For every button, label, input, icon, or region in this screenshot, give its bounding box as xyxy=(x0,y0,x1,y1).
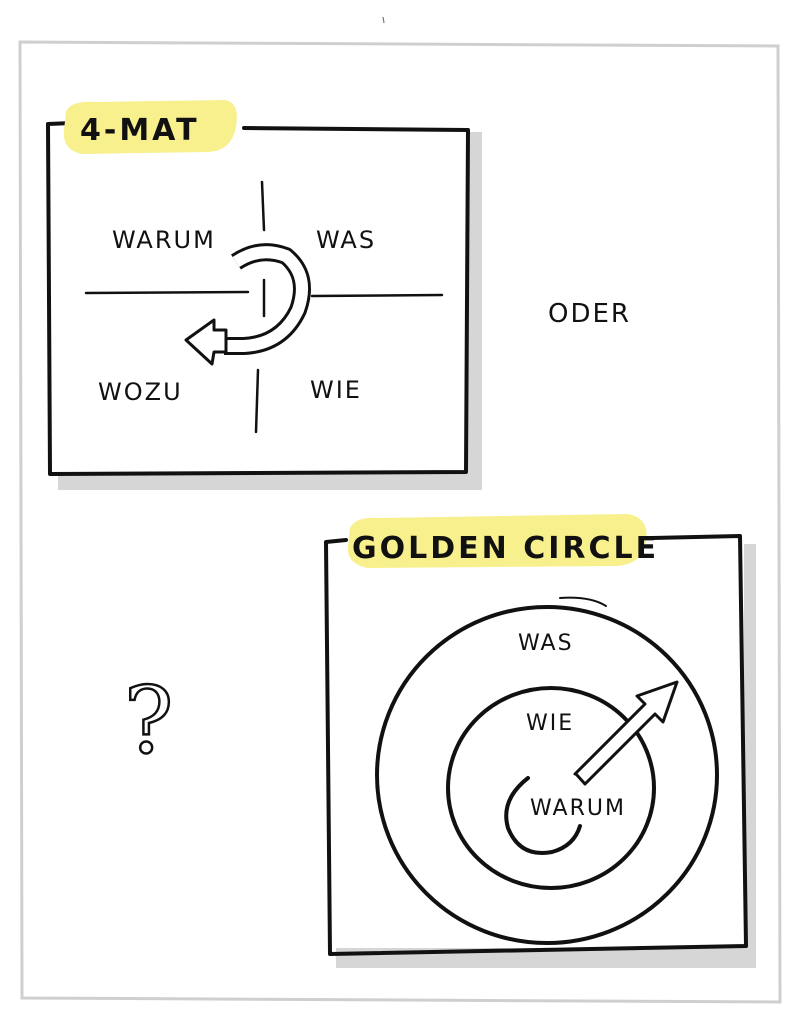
question-mark-glyph: ? xyxy=(124,667,173,774)
quadrant-label-bottom-left: WOZU xyxy=(98,378,183,406)
golden-circle-panel: GOLDEN CIRCLE WAS WIE WARUM xyxy=(324,514,756,968)
fourmat-title: 4-MAT xyxy=(80,113,200,148)
page-frame xyxy=(18,40,782,1004)
question-mark: ? xyxy=(123,666,175,776)
fourmat-title-highlight xyxy=(63,100,237,154)
outer-ring-label: WAS xyxy=(518,631,574,656)
quadrant-label-top-left: WARUM xyxy=(112,226,216,254)
quadrant-label-top-right: WAS xyxy=(316,226,376,254)
outer-ring-tail xyxy=(559,596,607,607)
fourmat-border xyxy=(46,121,470,476)
inner-ring xyxy=(504,776,582,855)
golden-circle-title: GOLDEN CIRCLE xyxy=(352,531,659,566)
divider-vertical-top xyxy=(260,180,266,232)
circular-arrow-icon xyxy=(184,243,311,366)
middle-ring xyxy=(446,686,656,890)
inner-ring-label: WARUM xyxy=(530,796,626,821)
golden-circle-box xyxy=(326,534,744,948)
fourmat-box xyxy=(48,122,468,474)
golden-circle-border xyxy=(324,534,748,956)
golden-circle-title-highlight xyxy=(347,514,647,568)
divider-vertical-bottom xyxy=(254,368,260,434)
outer-ring xyxy=(375,605,719,945)
connector-word: ODER xyxy=(548,299,631,329)
outward-arrow-icon xyxy=(573,680,679,786)
fourmat-panel: 4-MAT WARUM WAS WOZU WIE xyxy=(46,100,482,490)
quadrant-label-bottom-right: WIE xyxy=(310,376,362,404)
divider-horizontal-right xyxy=(310,293,444,298)
divider-horizontal-left xyxy=(84,290,250,295)
middle-ring-label: WIE xyxy=(526,711,574,736)
small-mark xyxy=(382,16,385,24)
